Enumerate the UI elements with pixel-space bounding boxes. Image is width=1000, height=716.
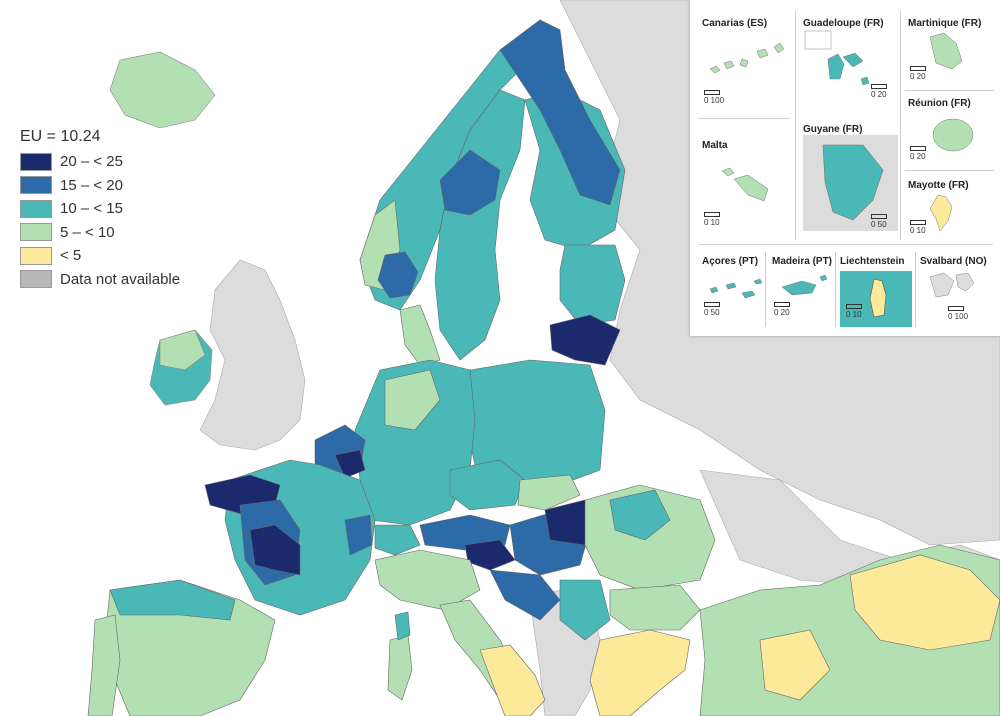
legend-swatch: [20, 246, 52, 265]
legend-swatch: [20, 176, 52, 195]
scale-label: 0 100: [948, 312, 969, 321]
region-greece: [589, 629, 691, 716]
region-corsica: [394, 611, 411, 641]
scale-label: 0 20: [910, 152, 926, 161]
scale-label: 0 20: [871, 90, 887, 99]
legend-item: 5 – < 10: [20, 221, 220, 245]
region-lithuania: [549, 314, 621, 366]
inset-canarias: Canarias (ES) 0 100: [702, 18, 792, 108]
legend-swatch: [20, 270, 52, 289]
inset-guadeloupe: Guadeloupe (FR) 0 20: [803, 18, 898, 108]
inset-title: Svalbard (NO): [920, 256, 987, 267]
region-turkey-center: [759, 629, 831, 701]
madeira-islands: [781, 274, 828, 296]
inset-svalbard: Svalbard (NO) 0 100: [920, 256, 998, 331]
malta-islands: [721, 167, 769, 202]
liechtenstein-region: [840, 271, 912, 327]
region-portugal: [87, 614, 121, 716]
inset-maps-panel: Canarias (ES) 0 100 Guadeloupe (FR) 0 20…: [690, 0, 1000, 336]
inset-title: Mayotte (FR): [908, 180, 969, 191]
inset-reunion: Réunion (FR) 0 20: [908, 98, 998, 168]
guadeloupe-islands: [804, 30, 870, 86]
legend-label: 10 – < 15: [60, 200, 123, 218]
scale-label: 0 100: [704, 96, 725, 105]
inset-title: Canarias (ES): [702, 18, 768, 29]
region-turkey-east: [849, 554, 1000, 651]
inset-mayotte: Mayotte (FR) 0 10: [908, 180, 998, 240]
inset-title: Liechtenstein: [840, 256, 905, 267]
inset-title: Malta: [702, 140, 728, 151]
legend-item: < 5: [20, 244, 220, 268]
legend-item: 15 – < 20: [20, 174, 220, 198]
canarias-islands: [709, 42, 785, 74]
inset-liechtenstein: Liechtenstein 0 10: [840, 256, 912, 331]
region-france-southwest: [249, 524, 301, 576]
region-serbia: [559, 579, 611, 641]
inset-title: Réunion (FR): [908, 98, 971, 109]
inset-title: Madeira (PT): [772, 256, 833, 267]
acores-islands: [709, 278, 763, 299]
mayotte-island: [929, 194, 953, 232]
region-czechia: [449, 459, 526, 511]
reunion-island: [932, 118, 974, 152]
legend-swatch: [20, 223, 52, 242]
legend-swatch: [20, 152, 52, 171]
inset-title: Açores (PT): [702, 256, 759, 267]
region-sweden-north: [439, 149, 501, 216]
legend-label: 15 – < 20: [60, 176, 123, 194]
scale-label: 0 50: [871, 220, 887, 229]
legend-title: EU = 10.24: [20, 128, 101, 145]
guyane-region: [803, 135, 898, 231]
legend-item: Data not available: [20, 268, 220, 292]
legend-label: 5 – < 10: [60, 223, 115, 241]
region-austria: [419, 514, 511, 551]
region-belgium-dark: [334, 449, 366, 479]
region-italy-south: [479, 644, 546, 716]
inset-guyane: Guyane (FR) 0 50: [803, 124, 898, 234]
region-iceland: [109, 51, 216, 129]
legend-item: 20 – < 25: [20, 150, 220, 174]
region-romania-center: [609, 489, 671, 541]
inset-martinique: Martinique (FR) 0 20: [908, 18, 998, 88]
inset-malta: Malta 0 10: [702, 140, 792, 235]
region-switzerland: [374, 524, 421, 556]
inset-title: Guyane (FR): [803, 124, 863, 135]
scale-label: 0 20: [910, 72, 926, 81]
region-finland-north: [499, 19, 621, 206]
scale-label: 0 10: [704, 218, 720, 227]
inset-title: Guadeloupe (FR): [803, 18, 884, 29]
svalbard-islands: [929, 272, 975, 298]
region-denmark: [399, 304, 441, 366]
inset-madeira: Madeira (PT) 0 20: [772, 256, 834, 331]
region-slovenia: [464, 539, 516, 571]
map-legend: EU = 10.24 20 – < 25 15 – < 20 10 – < 15…: [20, 128, 220, 291]
scale-label: 0 50: [704, 308, 720, 317]
region-italy-north: [374, 549, 481, 611]
region-germany-north: [384, 369, 441, 431]
region-sweden: [434, 89, 526, 361]
region-norway-oslo: [377, 251, 419, 299]
region-slovakia: [517, 474, 581, 511]
region-bulgaria: [609, 584, 701, 631]
legend-swatch: [20, 199, 52, 218]
scale-label: 0 20: [774, 308, 790, 317]
legend-label: 20 – < 25: [60, 153, 123, 171]
inset-title: Martinique (FR): [908, 18, 982, 29]
legend-label: < 5: [60, 247, 82, 265]
scale-label: 0 10: [846, 310, 862, 319]
region-france-east: [344, 514, 373, 556]
inset-acores: Açores (PT) 0 50: [702, 256, 767, 331]
region-ireland-west: [159, 329, 206, 371]
region-sardinia: [387, 634, 413, 701]
legend-label: Data not available: [60, 270, 181, 288]
region-baltics: [559, 244, 626, 326]
region-croatia: [489, 569, 561, 621]
legend-item: 10 – < 15: [20, 197, 220, 221]
martinique-island: [929, 32, 963, 70]
region-spain-north: [109, 579, 236, 621]
scale-label: 0 10: [910, 226, 926, 235]
